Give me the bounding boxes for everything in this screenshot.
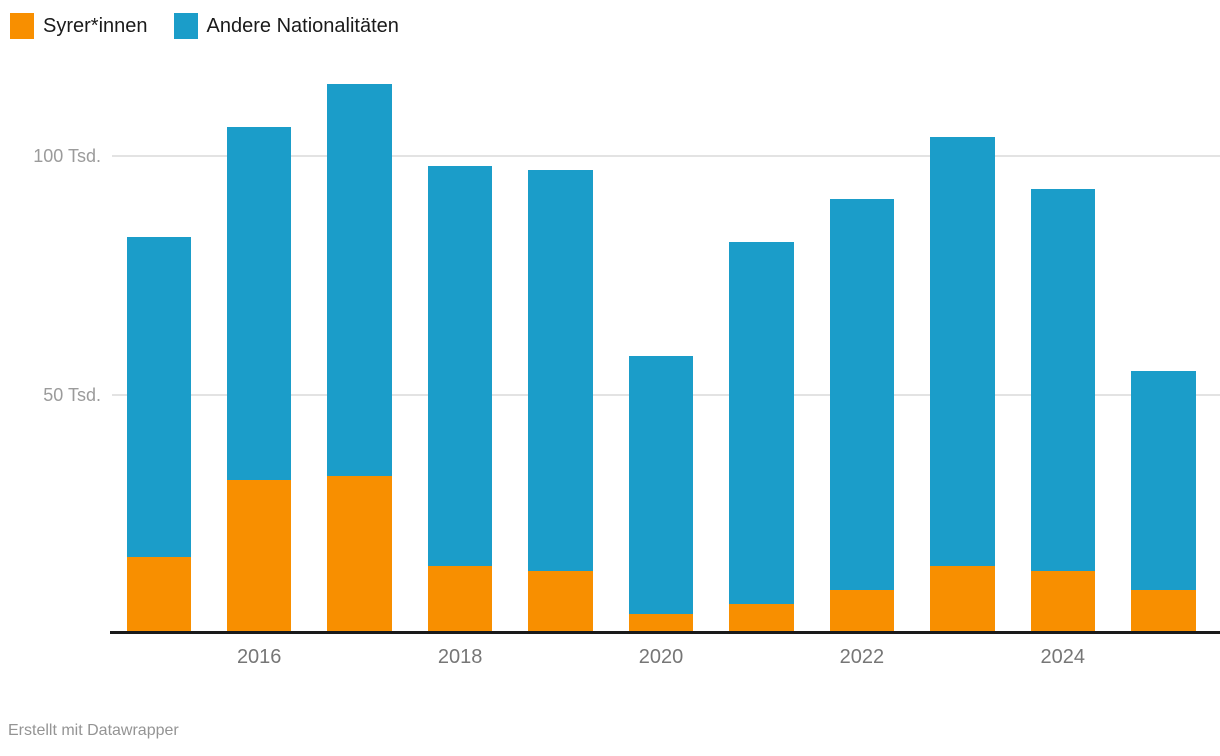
bar-segment-syrerinnen[interactable]	[226, 480, 292, 633]
bar-segment-andere-nationalitaeten[interactable]	[829, 198, 895, 591]
bar-segment-andere-nationalitaeten[interactable]	[327, 84, 392, 476]
bar-segment-syrerinnen[interactable]	[829, 590, 895, 633]
bar-segment-andere-nationalitaeten[interactable]	[1131, 370, 1196, 591]
bar-segment-syrerinnen[interactable]	[1030, 570, 1096, 633]
legend-label: Andere Nationalitäten	[206, 15, 399, 37]
legend-swatch-icon	[173, 13, 198, 39]
attribution: Erstellt mit Datawrapper	[8, 722, 179, 739]
bar-segment-syrerinnen[interactable]	[1131, 590, 1196, 633]
legend-swatch-icon	[10, 13, 34, 39]
x-axis-label: 2016	[236, 646, 282, 668]
bar-segment-andere-nationalitaeten[interactable]	[628, 356, 694, 614]
bar-segment-andere-nationalitaeten[interactable]	[930, 136, 995, 567]
bar-segment-andere-nationalitaeten[interactable]	[226, 127, 292, 481]
legend-item: Syrer*innen	[10, 13, 148, 39]
y-axis-tick-label: 100 Tsd.	[33, 146, 101, 166]
bar-segment-andere-nationalitaeten[interactable]	[528, 170, 593, 571]
bar-segment-syrerinnen[interactable]	[327, 475, 392, 633]
bar-segment-syrerinnen[interactable]	[628, 613, 694, 633]
legend: Syrer*innen Andere Nationalitäten	[10, 13, 399, 39]
bar-segment-syrerinnen[interactable]	[126, 556, 191, 633]
y-gridline	[112, 155, 1220, 157]
x-axis-label: 2020	[638, 646, 684, 668]
legend-label: Syrer*innen	[43, 15, 148, 37]
y-axis-tick-label: 50 Tsd.	[43, 384, 101, 405]
bar-segment-andere-nationalitaeten[interactable]	[126, 237, 191, 557]
bar-segment-andere-nationalitaeten[interactable]	[1030, 189, 1096, 571]
x-axis-line	[110, 631, 1220, 634]
bar-segment-syrerinnen[interactable]	[427, 566, 493, 633]
bar-segment-syrerinnen[interactable]	[729, 604, 794, 633]
bar-segment-syrerinnen[interactable]	[930, 566, 995, 633]
bar-segment-syrerinnen[interactable]	[528, 570, 593, 633]
x-axis-label: 2024	[1040, 646, 1086, 668]
bar-segment-andere-nationalitaeten[interactable]	[729, 241, 794, 605]
x-axis-label: 2022	[839, 646, 885, 668]
bar-segment-andere-nationalitaeten[interactable]	[427, 165, 493, 567]
legend-item: Andere Nationalitäten	[173, 13, 399, 39]
x-axis-label: 2018	[437, 646, 483, 668]
